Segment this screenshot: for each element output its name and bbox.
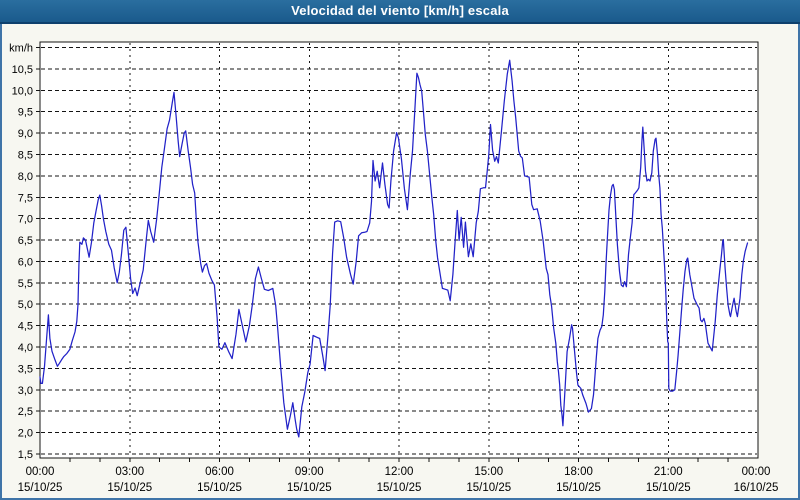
- y-axis-tick-label: 9,5: [18, 107, 33, 119]
- x-axis-date-label: 16/10/25: [734, 482, 779, 494]
- x-axis-time-label: 00:00: [742, 466, 771, 478]
- window-title: Velocidad del viento [km/h] escala: [291, 3, 509, 18]
- y-axis-tick-label: 5,5: [18, 278, 33, 290]
- y-axis-unit-label: km/h: [9, 42, 33, 54]
- y-axis-tick-label: 1,5: [18, 449, 33, 461]
- y-axis-tick-label: 5,0: [18, 299, 33, 311]
- y-axis-tick-label: 2,0: [18, 428, 33, 440]
- x-axis-date-label: 15/10/25: [466, 482, 511, 494]
- x-axis-time-label: 00:00: [26, 466, 55, 478]
- y-axis-tick-label: 6,0: [18, 256, 33, 268]
- x-axis-time-label: 06:00: [205, 466, 234, 478]
- x-axis-date-label: 15/10/25: [556, 482, 601, 494]
- y-axis-tick-label: 4,5: [18, 321, 33, 333]
- x-axis-date-label: 15/10/25: [197, 482, 242, 494]
- y-axis-tick-label: 4,0: [18, 342, 33, 354]
- y-axis-tick-label: 9,0: [18, 128, 33, 140]
- y-axis-tick-label: 8,0: [18, 171, 33, 183]
- x-axis-time-label: 09:00: [295, 466, 324, 478]
- y-axis-tick-label: 7,5: [18, 192, 33, 204]
- wind-speed-line: [39, 59, 749, 438]
- x-axis-date-label: 15/10/25: [287, 482, 332, 494]
- x-axis-time-label: 03:00: [115, 466, 144, 478]
- x-axis-date-label: 15/10/25: [18, 482, 63, 494]
- y-axis-tick-label: 3,0: [18, 385, 33, 397]
- y-axis-tick-label: 3,5: [18, 363, 33, 375]
- y-axis-tick-label: 10,0: [12, 85, 33, 97]
- y-axis-tick-label: 6,5: [18, 235, 33, 247]
- x-axis-date-label: 15/10/25: [107, 482, 152, 494]
- y-axis-tick-label: 8,5: [18, 149, 33, 161]
- x-axis-time-label: 15:00: [474, 466, 503, 478]
- y-axis-tick-label: 2,5: [18, 406, 33, 418]
- y-axis-tick-label: 10,5: [12, 64, 33, 76]
- title-bar: Velocidad del viento [km/h] escala: [0, 0, 800, 24]
- y-axis-tick-label: 7,0: [18, 214, 33, 226]
- x-axis-time-label: 18:00: [564, 466, 593, 478]
- x-axis-date-label: 15/10/25: [646, 482, 691, 494]
- x-axis-time-label: 12:00: [385, 466, 414, 478]
- x-axis-date-label: 15/10/25: [377, 482, 422, 494]
- x-axis-time-label: 21:00: [654, 466, 683, 478]
- plot-border: [39, 41, 759, 459]
